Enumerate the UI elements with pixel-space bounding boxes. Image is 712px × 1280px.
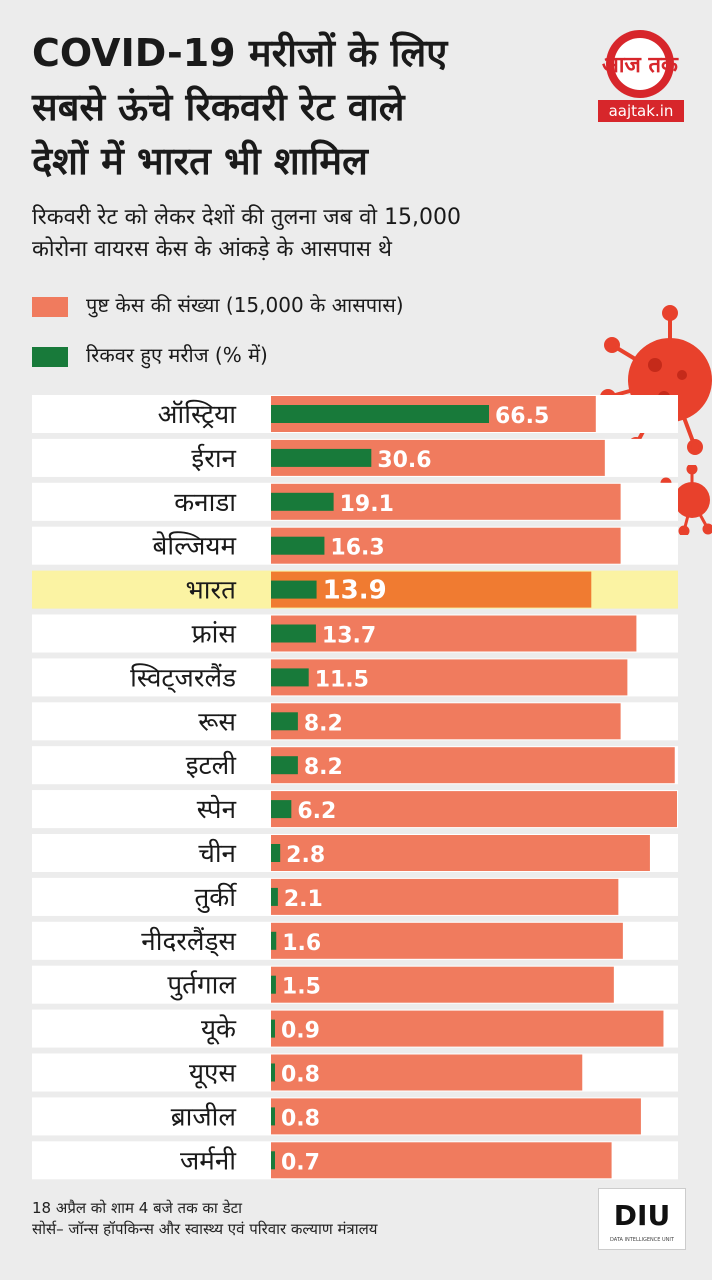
category-label: यूके [201, 1014, 237, 1046]
legend-recovered-label: रिकवर हुए मरीज (% में) [86, 343, 268, 367]
cases-bar [271, 1010, 664, 1047]
recovered-bar [271, 448, 372, 467]
recovered-bar [271, 1151, 275, 1170]
value-label: 1.6 [282, 931, 321, 956]
recovered-bar [271, 931, 277, 950]
recovered-bar [271, 844, 281, 862]
aajtak-logo: आज तक [602, 30, 679, 98]
footer-source: सोर्स– जॉन्स हॉपकिन्स और स्वास्थ्य एवं प… [32, 1220, 378, 1238]
cases-bar [271, 922, 623, 959]
value-label: 0.7 [281, 1150, 320, 1175]
value-label: 66.5 [495, 404, 549, 429]
category-label: स्पेन [197, 794, 237, 825]
category-label: स्विट्जरलैंड [130, 662, 237, 693]
cases-bar [271, 1098, 641, 1135]
title-line-2: सबसे ऊंचे रिकवरी रेट वाले [32, 85, 405, 129]
value-label: 8.2 [304, 755, 343, 780]
diu-subtext: DATA INTELLIGENCE UNIT [610, 1237, 675, 1243]
cases-bar [271, 747, 675, 784]
cases-bar [271, 878, 619, 915]
legend-recovered: रिकवर हुए मरीज (% में) [32, 340, 592, 370]
recovered-bar [271, 405, 489, 423]
cases-bar [271, 1054, 583, 1091]
cases-bar [271, 615, 637, 652]
category-label: बेल्जियम [153, 531, 237, 562]
diu-text: DIU [614, 1199, 670, 1232]
logo-site: aajtak.in [598, 100, 684, 122]
cases-bar [271, 966, 614, 1003]
footer: 18 अप्रैल को शाम 4 बजे तक का डेटा सोर्स–… [32, 1198, 592, 1240]
value-label: 0.9 [281, 1019, 320, 1044]
category-label: फ्रांस [192, 620, 237, 650]
subtitle-line-2: कोरोना वायरस केस के आंकड़े के आसपास थे [32, 237, 392, 262]
subtitle: रिकवरी रेट को लेकर देशों की तुलना जब वो … [32, 202, 672, 266]
recovered-bar [271, 624, 316, 643]
logo-text: आज तक [602, 53, 679, 78]
value-label: 19.1 [340, 492, 394, 517]
category-label: ब्राजील [171, 1101, 237, 1132]
subtitle-line-1: रिकवरी रेट को लेकर देशों की तुलना जब वो … [32, 205, 462, 230]
recovered-bar [271, 712, 298, 731]
category-label: रूस [198, 707, 236, 737]
category-label: पुर्तगाल [167, 970, 236, 1001]
value-label: 11.5 [315, 667, 369, 692]
category-label: तुर्की [194, 882, 237, 913]
value-label: 16.3 [330, 536, 384, 561]
legend-cases: पुष्ट केस की संख्या (15,000 के आसपास) [32, 290, 592, 320]
category-label: यूएस [189, 1059, 236, 1090]
value-label: 30.6 [377, 448, 431, 473]
recovered-bar [271, 975, 276, 994]
recovered-bar [271, 668, 309, 687]
category-label: कनाडा [174, 488, 237, 518]
cases-bar [271, 791, 677, 828]
legend-cases-label: पुष्ट केस की संख्या (15,000 के आसपास) [86, 293, 404, 317]
category-label: इटली [186, 750, 237, 781]
cases-bar [271, 1142, 612, 1179]
recovered-bar [271, 1063, 275, 1082]
cases-bar [271, 835, 650, 871]
category-label: चीन [198, 838, 236, 869]
value-label: 8.2 [304, 711, 343, 736]
cases-bar [271, 571, 592, 608]
value-label: 13.9 [323, 576, 387, 606]
category-label: ईरान [191, 443, 236, 474]
category-label: नीदरलैंड्स [141, 926, 236, 957]
legend-recovered-swatch [32, 346, 68, 367]
recovered-bar [271, 800, 292, 819]
diu-logo: DIU DATA INTELLIGENCE UNIT [598, 1188, 686, 1250]
recovered-bar [271, 580, 317, 599]
recovered-bar [271, 1107, 275, 1126]
cases-bar [271, 527, 621, 564]
title-line-1: COVID-19 मरीजों के लिए [32, 31, 448, 75]
value-label: 2.8 [286, 843, 325, 868]
category-label: ऑस्ट्रिया [158, 399, 238, 430]
recovered-bar [271, 887, 278, 906]
value-label: 6.2 [297, 799, 336, 824]
page-title: COVID-19 मरीजों के लिए सबसे ऊंचे रिकवरी … [32, 26, 572, 188]
legend-cases-swatch [32, 296, 68, 317]
value-label: 0.8 [281, 1106, 320, 1131]
category-label: जर्मनी [180, 1145, 237, 1176]
recovered-bar [271, 1019, 275, 1038]
recovered-bar [271, 756, 298, 775]
value-label: 2.1 [284, 887, 323, 912]
value-label: 13.7 [322, 624, 376, 649]
cases-bar [271, 659, 628, 696]
cases-bar [271, 703, 621, 740]
value-label: 1.5 [282, 975, 321, 1000]
title-line-3: देशों में भारत भी शामिल [32, 139, 368, 183]
footer-date: 18 अप्रैल को शाम 4 बजे तक का डेटा [32, 1199, 243, 1217]
recovered-bar [271, 492, 334, 511]
value-label: 0.8 [281, 1063, 320, 1088]
recovered-bar [271, 536, 325, 555]
recovery-rate-chart: ऑस्ट्रिया 66.5 ईरान 30.6 कनाडा 19.1 बेल्जियम 16… [32, 395, 678, 1180]
category-label: भारत [186, 576, 238, 606]
